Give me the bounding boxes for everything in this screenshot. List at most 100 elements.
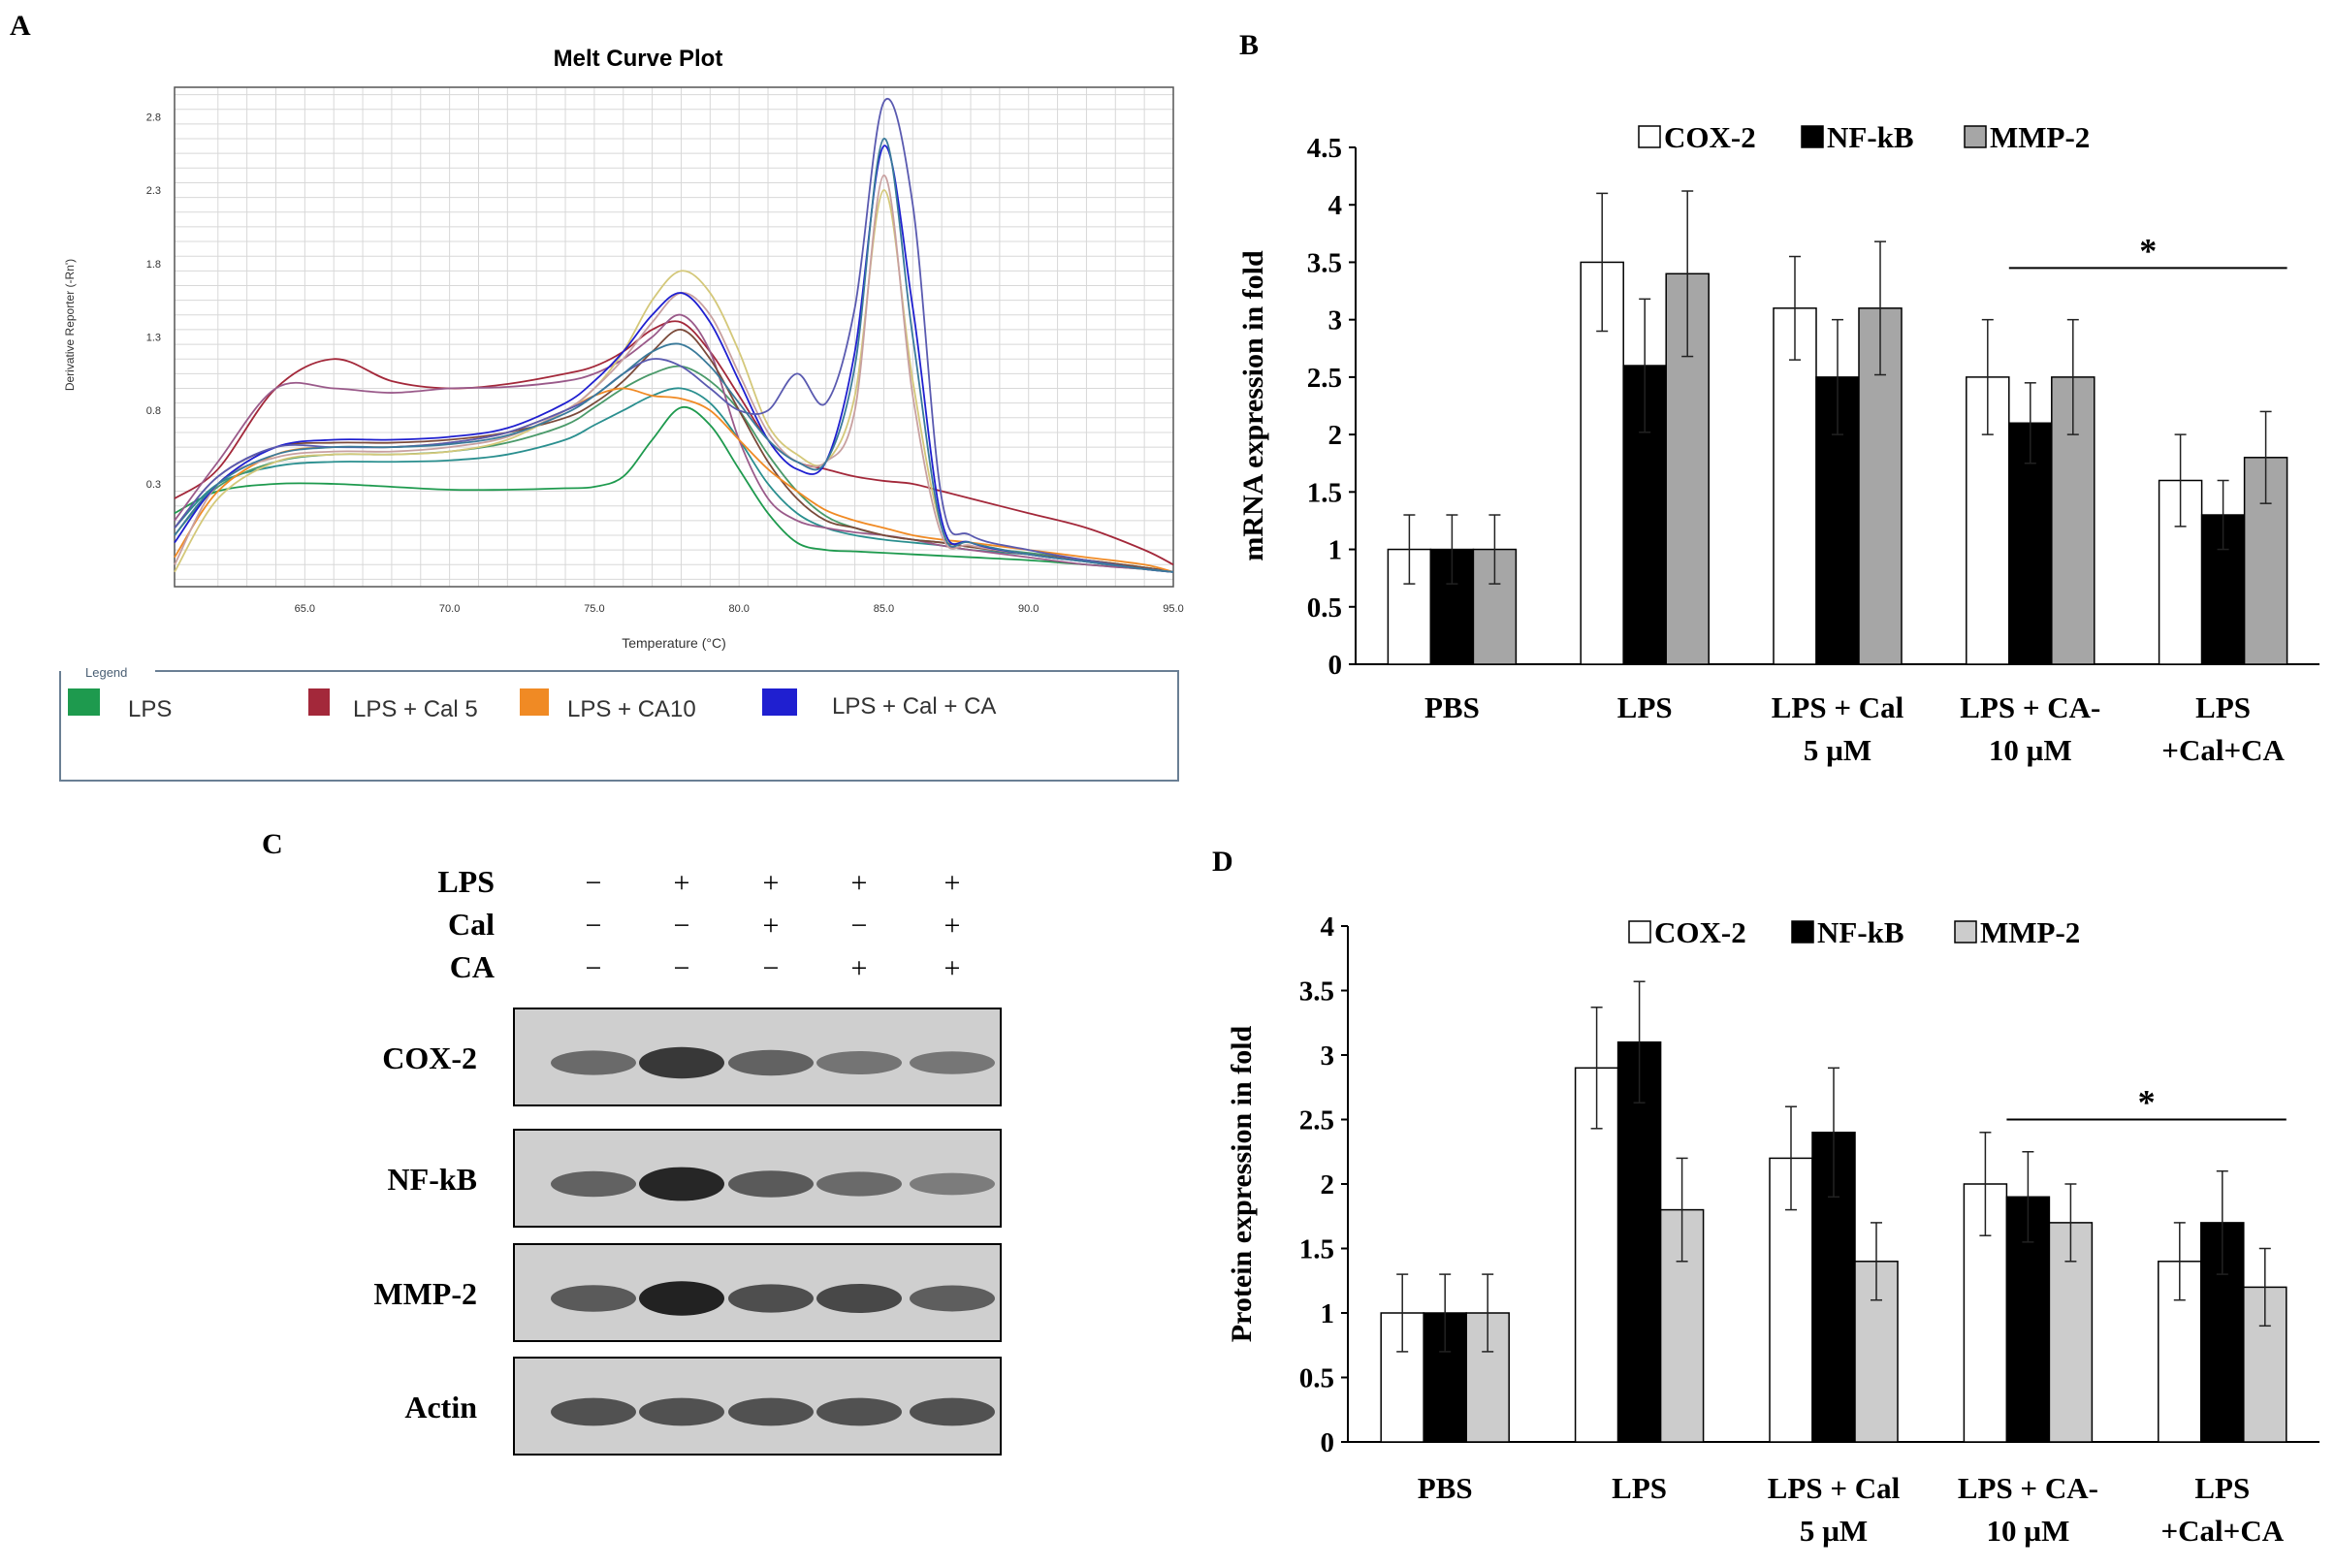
panel-a-letter: A <box>10 10 31 42</box>
y-tick-label: 1.5 <box>1299 1234 1334 1265</box>
legend-swatch-lps-cal5 <box>308 688 330 716</box>
category-label: LPS <box>2194 1471 2250 1505</box>
panel-a: A Melt Curve Plot 2.8 2.3 1.8 1.3 0.8 0.3 65.… <box>10 10 1184 782</box>
category-label: 5 µM <box>1800 1514 1868 1548</box>
treatment-sign: + <box>944 952 961 984</box>
category-label: LPS + CA- <box>1958 1471 2098 1505</box>
melt-x-ticks: 65.0 70.0 75.0 80.0 85.0 90.0 95.0 <box>295 603 1184 615</box>
blot-band <box>728 1170 814 1198</box>
legend-label-lps: LPS <box>128 696 172 722</box>
treatment-label: CA <box>450 949 495 984</box>
category-label: 10 µM <box>1989 733 2072 767</box>
panel-c: C LPS − + + + + Cal − − + − + CA − − − + + COX-2 NF-kB MMP-2… <box>262 828 1002 1456</box>
treatment-sign: + <box>763 867 780 899</box>
y-tick-label: 4.5 <box>1307 133 1342 164</box>
blot-band <box>639 1397 724 1426</box>
y-tick-label: 0 <box>1328 650 1343 681</box>
treatment-sign: + <box>851 952 868 984</box>
y-tick-label: 2 <box>1328 420 1343 451</box>
legend-label: COX-2 <box>1664 120 1756 154</box>
treatment-sign: + <box>851 867 868 899</box>
category-label: 10 µM <box>1986 1514 2069 1548</box>
bar <box>2008 422 2053 665</box>
blot-band <box>639 1167 724 1201</box>
legend-label: COX-2 <box>1654 915 1746 949</box>
y-axis-label: mRNA expression in fold <box>1237 250 1269 561</box>
legend-label: MMP-2 <box>1980 915 2080 949</box>
blot-band <box>816 1284 902 1313</box>
blot-protein-label: Actin <box>404 1390 477 1424</box>
melt-y-tick-label: 2.3 <box>146 185 161 197</box>
legend-swatch <box>1628 920 1651 944</box>
melt-x-tick-label: 85.0 <box>874 603 894 615</box>
category-label: LPS <box>1617 690 1673 724</box>
legend-swatch <box>1638 125 1661 148</box>
blot-band <box>728 1049 814 1076</box>
melt-curve <box>174 98 1174 573</box>
blot-band <box>816 1051 902 1074</box>
legend-swatch-lps-ca10 <box>520 688 549 716</box>
category-label: LPS <box>2195 690 2251 724</box>
melt-curve <box>174 387 1174 573</box>
category-label: LPS + Cal <box>1768 1471 1901 1505</box>
treatment-sign: − <box>851 910 868 942</box>
melt-y-tick-label: 0.8 <box>146 405 161 417</box>
category-label: +Cal+CA <box>2160 1514 2284 1548</box>
melt-curve <box>174 174 1174 573</box>
melt-curve <box>174 387 1174 573</box>
treatment-sign: + <box>944 867 961 899</box>
category-label: LPS + Cal <box>1772 690 1904 724</box>
y-tick-label: 4 <box>1328 190 1343 221</box>
y-tick-label: 4 <box>1321 912 1335 943</box>
melt-legend-box <box>59 670 1179 782</box>
treatment-sign: + <box>944 910 961 942</box>
legend-swatch-lps <box>68 688 100 716</box>
blot-band <box>910 1397 995 1426</box>
treatment-sign: − <box>586 910 602 942</box>
treatment-sign: − <box>763 952 780 984</box>
blot-band <box>910 1285 995 1312</box>
melt-x-tick-label: 90.0 <box>1018 603 1039 615</box>
y-tick-label: 1 <box>1328 535 1343 566</box>
melt-x-tick-label: 70.0 <box>439 603 460 615</box>
y-tick-label: 0.5 <box>1299 1363 1334 1394</box>
treatment-label: Cal <box>448 907 495 942</box>
blot-band <box>551 1285 636 1312</box>
panel-c-letter: C <box>262 828 283 860</box>
category-label: PBS <box>1418 1471 1473 1505</box>
blot-band <box>551 1050 636 1075</box>
legend-swatch <box>1791 920 1814 944</box>
melt-y-tick-label: 1.8 <box>146 259 161 271</box>
melt-x-label: Temperature (°C) <box>622 635 726 651</box>
legend-label: NF-kB <box>1817 915 1904 949</box>
bar <box>1773 307 1817 665</box>
blot-band <box>728 1397 814 1426</box>
treatment-sign: − <box>674 952 690 984</box>
protein-bar-chart: 0 0.5 1 1.5 2 2.5 3 3.5 4 Protein expression in f… <box>1226 912 2319 1548</box>
category-label: LPS + CA- <box>1960 690 2100 724</box>
melt-curve <box>174 138 1174 573</box>
blot-band <box>910 1172 995 1196</box>
significance-star: * <box>2138 1083 2156 1122</box>
melt-x-tick-label: 95.0 <box>1163 603 1183 615</box>
y-tick-label: 0 <box>1321 1427 1335 1458</box>
legend-label: NF-kB <box>1827 120 1914 154</box>
melt-x-tick-label: 75.0 <box>584 603 604 615</box>
melt-curves <box>174 98 1174 573</box>
category-label: 5 µM <box>1804 733 1871 767</box>
y-axis-label: Protein expression in fold <box>1226 1025 1258 1342</box>
legend-swatch-lps-cal-ca <box>762 688 797 716</box>
melt-curve <box>174 329 1174 573</box>
melt-curve <box>174 405 1174 573</box>
melt-curve <box>174 313 1174 573</box>
blot-band <box>551 1170 636 1198</box>
blot-band <box>728 1284 814 1313</box>
blot-band <box>639 1281 724 1316</box>
y-tick-label: 3 <box>1321 1040 1335 1072</box>
panel-b-letter: B <box>1239 29 1259 61</box>
y-tick-label: 1 <box>1321 1298 1335 1329</box>
y-tick-label: 0.5 <box>1307 592 1342 624</box>
legend-swatch <box>1954 920 1977 944</box>
legend-swatch <box>1801 125 1824 148</box>
panel-d: D 0 0.5 1 1.5 2 2.5 3 3.5 4 Protein expression in… <box>1212 846 2319 1548</box>
